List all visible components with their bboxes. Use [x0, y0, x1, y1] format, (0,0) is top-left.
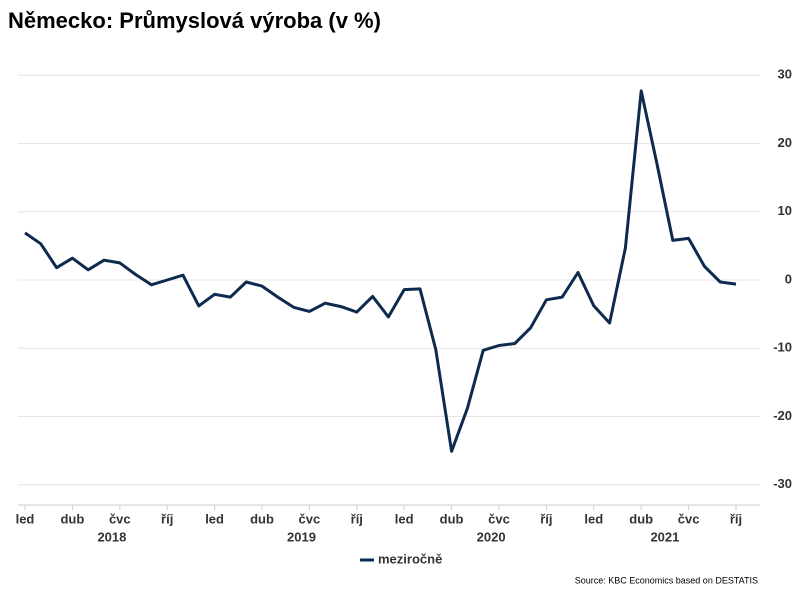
- legend-label: meziročně: [378, 551, 442, 566]
- y-tick-label: -20: [773, 408, 792, 423]
- year-label: 2021: [650, 529, 679, 544]
- x-tick-label: dub: [60, 511, 84, 526]
- x-tick-label: led: [395, 511, 414, 526]
- x-tick-label: dub: [629, 511, 653, 526]
- year-label: 2018: [97, 529, 126, 544]
- y-tick-label: -10: [773, 340, 792, 355]
- x-tick-label: říj: [351, 511, 363, 526]
- source: Source: KBC Economics based on DESTATIS: [575, 575, 758, 585]
- chart-title: Německo: Průmyslová výroba (v %): [8, 8, 381, 33]
- x-tick-label: říj: [540, 511, 552, 526]
- x-tick-label: led: [584, 511, 603, 526]
- x-tick-label: říj: [730, 511, 742, 526]
- x-tick-label: říj: [161, 511, 173, 526]
- line: [24, 89, 737, 453]
- x-tick-label: led: [16, 511, 35, 526]
- year-label: 2020: [477, 529, 506, 544]
- x-tick-label: dub: [440, 511, 464, 526]
- x-tick-label: čvc: [109, 511, 131, 526]
- x-tick-label: led: [205, 511, 224, 526]
- y-tick-label: 10: [778, 203, 792, 218]
- x-tick-label: čvc: [678, 511, 700, 526]
- y-tick-label: 0: [785, 271, 792, 286]
- y-tick-label: 20: [778, 135, 792, 150]
- x-tick-label: čvc: [488, 511, 510, 526]
- x-tick-label: čvc: [299, 511, 321, 526]
- year-label: 2019: [287, 529, 316, 544]
- y-tick-label: 30: [778, 67, 792, 82]
- x-tick-label: dub: [250, 511, 274, 526]
- y-tick-label: -30: [773, 476, 792, 491]
